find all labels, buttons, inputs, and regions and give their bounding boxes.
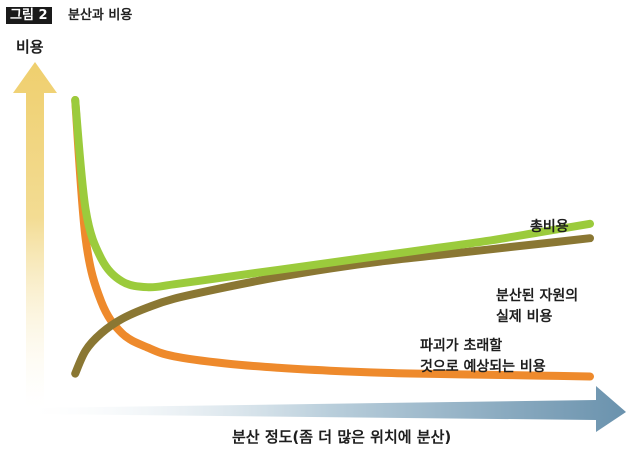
figure-number-badge: 그림 2 xyxy=(6,7,52,24)
series-label-line: 실제 비용 xyxy=(496,309,553,325)
x-axis-arrow xyxy=(34,386,626,432)
series-label-line: 분산된 자원의 xyxy=(496,288,579,304)
total-cost-line xyxy=(71,96,594,292)
y-axis-arrow xyxy=(13,62,57,408)
figure-caption: 분산과 비용 xyxy=(68,8,133,23)
series-label-disruption-cost: 파괴가 초래할 것으로 예상되는 비용 xyxy=(420,336,546,378)
x-axis-label: 분산 정도(좀 더 많은 위치에 분산) xyxy=(232,428,452,446)
series-layer xyxy=(71,96,594,381)
series-label-total-cost: 총비용 xyxy=(530,218,569,237)
series-label-line: 총비용 xyxy=(530,219,569,235)
series-label-line: 것으로 예상되는 비용 xyxy=(420,359,546,375)
disruption-cost-line xyxy=(71,96,594,381)
y-axis-label: 비용 xyxy=(16,38,44,56)
series-label-line: 파괴가 초래할 xyxy=(420,338,503,354)
actual-cost-line xyxy=(71,234,594,378)
series-label-actual-cost: 분산된 자원의 실제 비용 xyxy=(496,286,578,328)
